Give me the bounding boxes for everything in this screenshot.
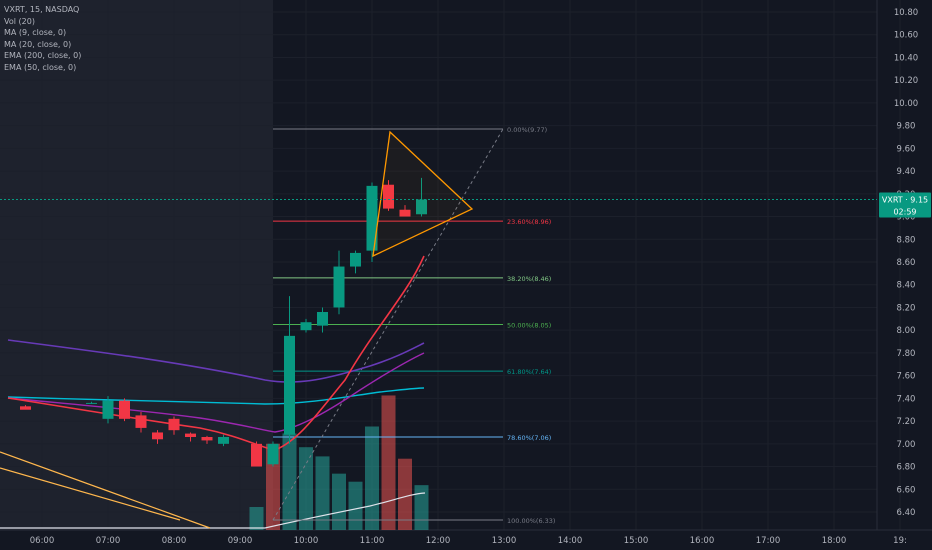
time-axis-tick-label: 12:00 [426, 536, 451, 546]
price-axis-tick-label: 7.60 [897, 372, 916, 382]
price-axis-tick-label: 7.20 [897, 417, 916, 427]
legend-indicator-ema50[interactable]: EMA (50, close, 0) [4, 62, 77, 72]
fib-level-label: 23.60%(8.96) [507, 218, 551, 226]
price-axis-tick-label: 7.40 [897, 394, 916, 404]
fib-level-label: 100.00%(6.33) [507, 517, 555, 525]
volume-bar [266, 443, 280, 530]
candle-down[interactable] [201, 437, 213, 441]
time-axis-tick-label: 13:00 [492, 536, 517, 546]
price-axis-tick-label: 10.60 [894, 31, 918, 41]
fib-level-label: 50.00%(8.05) [507, 322, 551, 330]
ema50-line [7, 387, 425, 405]
fib-level-label: 38.20%(8.46) [507, 275, 551, 283]
volume-bar [315, 456, 330, 530]
candle-up[interactable] [317, 312, 328, 326]
candle-down[interactable] [135, 415, 147, 428]
trend-line-down[interactable] [0, 467, 181, 521]
time-axis-tick-label: 08:00 [162, 536, 187, 546]
candle-down[interactable] [119, 400, 130, 419]
current-price-label: VXRT · 9.15 [882, 196, 928, 205]
price-axis-tick-label: 10.20 [894, 76, 918, 86]
candle-down[interactable] [168, 418, 180, 431]
legend-indicator-ma20[interactable]: MA (20, close, 0) [4, 39, 72, 49]
price-axis-tick-label: 7.00 [897, 440, 916, 450]
time-axis-tick-label: 14:00 [558, 536, 583, 546]
price-axis-tick-label: 8.00 [897, 326, 916, 336]
candle-down[interactable] [251, 443, 262, 467]
volume-bar [348, 481, 363, 530]
time-axis-tick-label: 11:00 [360, 536, 385, 546]
candle-up[interactable] [366, 185, 378, 251]
trend-line-down[interactable] [0, 451, 211, 529]
candle-up[interactable] [350, 252, 361, 267]
legend-title: VXRT, 15, NASDAQ [4, 5, 80, 14]
time-axis-tick-label: 06:00 [30, 536, 55, 546]
price-axis-tick-label: 9.40 [897, 167, 916, 177]
price-axis-tick-label: 6.80 [897, 463, 916, 473]
time-axis-tick-label: 15:00 [624, 536, 649, 546]
legend-indicator-ema200[interactable]: EMA (200, close, 0) [4, 51, 82, 60]
fib-level-label: 78.60%(7.06) [507, 434, 551, 442]
time-axis-tick-label: 09:00 [228, 536, 253, 546]
time-axis-tick-label: 10:00 [294, 536, 319, 546]
ema200-line [7, 339, 425, 383]
price-axis-tick-label: 6.60 [897, 485, 916, 495]
volume-bar [398, 458, 412, 530]
price-axis-tick-label: 10.40 [894, 53, 918, 63]
time-axis-tick-label: 07:00 [96, 536, 121, 546]
price-axis-tick-label: 9.80 [897, 122, 916, 132]
volume-ma-line [0, 492, 426, 529]
candle-up[interactable] [218, 437, 229, 444]
candle-down[interactable] [152, 432, 163, 440]
volume-bar [282, 433, 297, 530]
price-axis-tick-label: 8.40 [897, 281, 916, 291]
candle-up[interactable] [333, 266, 345, 308]
time-axis-tick-label: 18:00 [822, 536, 847, 546]
ma9-line [7, 255, 425, 451]
candle-down[interactable] [185, 433, 196, 437]
price-axis-tick-label: 10.00 [894, 99, 918, 109]
price-axis-tick-label: 9.60 [897, 144, 916, 154]
time-axis-tick-label: 17:00 [756, 536, 781, 546]
triangle-drawing[interactable] [372, 130, 474, 258]
current-price-tag[interactable] [879, 192, 931, 218]
candle-up[interactable] [267, 443, 279, 465]
fib-level-label: 0.00%(9.77) [507, 126, 547, 134]
price-axis-tick-label: 8.80 [897, 235, 916, 245]
candle-up[interactable] [86, 402, 97, 404]
price-axis-tick-label: 8.60 [897, 258, 916, 268]
bar-countdown-label: 02:59 [893, 208, 916, 217]
price-axis-tick-label: 7.80 [897, 349, 916, 359]
time-axis-tick-label: 19: [893, 536, 907, 546]
candle-up[interactable] [300, 322, 312, 331]
price-axis-tick-label: 6.40 [897, 508, 916, 518]
candle-up[interactable] [284, 335, 295, 435]
volume-bar [365, 426, 379, 530]
price-axis-tick-label: 10.80 [894, 8, 918, 18]
price-axis-tick-label: 8.20 [897, 303, 916, 313]
volume-bar [414, 485, 429, 530]
fib-level-label: 61.80%(7.64) [507, 368, 551, 376]
volume-bar [332, 473, 346, 530]
volume-bar [381, 395, 396, 530]
price-axis-tick-label: 9.00 [897, 213, 916, 223]
legend-indicator-ma9[interactable]: MA (9, close, 0) [4, 28, 67, 37]
candle-up[interactable] [102, 400, 114, 419]
candle-down[interactable] [383, 184, 394, 209]
candle-down[interactable] [399, 209, 411, 217]
legend-indicator-vol[interactable]: Vol (20) [4, 16, 35, 26]
candle-up[interactable] [416, 199, 427, 215]
volume-bar [299, 447, 313, 530]
time-axis-tick-label: 16:00 [690, 536, 715, 546]
chart-legend: VXRT, 15, NASDAQ Vol (20) MA (9, close, … [4, 4, 81, 73]
volume-bar [249, 507, 264, 530]
premarket-session-shade [0, 0, 273, 530]
candle-down[interactable] [20, 406, 31, 410]
